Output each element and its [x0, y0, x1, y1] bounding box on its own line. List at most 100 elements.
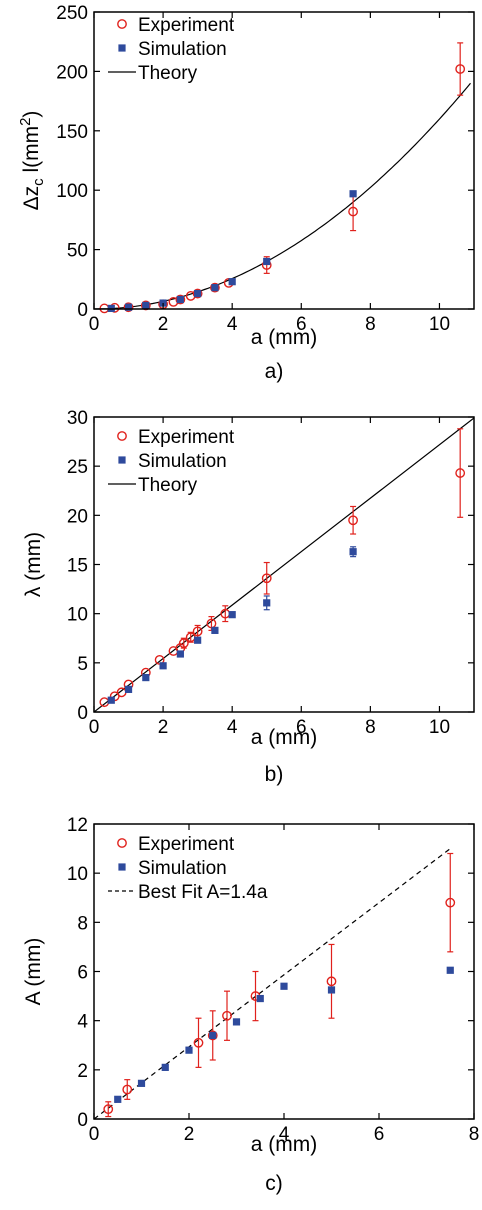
y-tick-label: 5: [77, 654, 88, 675]
series-line-3: [94, 82, 471, 309]
simulation-point: [142, 301, 150, 310]
x-tick-label: 6: [296, 314, 307, 335]
experiment-point: [175, 294, 186, 305]
legend-label: Theory: [138, 475, 198, 496]
simulation-point: [194, 289, 202, 298]
panel-label: a): [265, 360, 284, 383]
simulation-point: [176, 295, 184, 304]
legend-marker: [118, 456, 126, 464]
y-tick-label: 0: [77, 703, 88, 724]
series-line-3: [94, 848, 451, 1119]
experiment-point: [178, 638, 189, 649]
experiment-point: [455, 468, 466, 478]
simulation-point: [194, 636, 202, 644]
y-axis-label: λ (mm): [22, 532, 45, 597]
experiment-point: [123, 302, 134, 313]
x-tick-label: 2: [158, 717, 169, 738]
x-tick-label: 6: [296, 717, 307, 738]
y-axis-label: A (mm): [22, 938, 45, 1006]
experiment-point: [103, 1104, 114, 1115]
x-tick-label: 2: [184, 1124, 195, 1145]
x-tick-label: 8: [469, 1124, 480, 1145]
x-tick-label: 4: [227, 314, 238, 335]
x-tick-label: 0: [89, 314, 100, 335]
experiment-point: [192, 288, 203, 299]
panel-label: b): [265, 763, 284, 786]
simulation-point: [124, 303, 133, 311]
axes-frame: [93, 11, 475, 310]
x-tick-label: 0: [89, 1124, 100, 1145]
y-tick-label: 200: [56, 62, 88, 83]
legend-label: Theory: [138, 63, 198, 84]
experiment-point: [348, 206, 358, 217]
y-tick-label: 2: [77, 1061, 88, 1082]
simulation-point: [107, 696, 115, 704]
y-tick-label: 150: [56, 122, 88, 143]
y-tick-label: 10: [67, 864, 88, 885]
legend-label: Simulation: [138, 858, 227, 879]
simulation-point: [142, 673, 150, 682]
simulation-point: [349, 190, 357, 198]
legend-marker: [118, 44, 126, 52]
y-tick-label: 0: [77, 1110, 88, 1131]
experiment-point: [326, 976, 337, 987]
x-tick-label: 6: [374, 1124, 385, 1145]
y-tick-label: 50: [67, 241, 88, 262]
legend-marker: [117, 431, 127, 441]
legend-marker: [118, 863, 126, 871]
panel-label: c): [265, 1172, 283, 1195]
y-tick-label: 20: [67, 506, 88, 527]
legend-label: Simulation: [138, 39, 227, 60]
x-tick-label: 8: [365, 314, 376, 335]
legend-marker: [117, 19, 127, 29]
x-tick-label: 10: [429, 314, 450, 335]
simulation-point: [137, 1079, 146, 1087]
y-tick-label: 8: [77, 913, 88, 934]
legend-marker: [117, 838, 127, 848]
simulation-point: [349, 548, 357, 556]
simulation-point: [211, 626, 219, 634]
x-tick-label: 8: [365, 717, 376, 738]
simulation-point: [176, 650, 184, 658]
simulation-point: [228, 611, 236, 619]
y-tick-label: 0: [77, 300, 88, 321]
y-tick-label: 4: [77, 1012, 88, 1033]
simulation-point: [280, 982, 288, 990]
experiment-point: [122, 1084, 133, 1095]
legend-label: Simulation: [138, 451, 227, 472]
simulation-point: [124, 685, 133, 693]
y-tick-label: 15: [67, 556, 88, 577]
legend-label: Experiment: [138, 15, 235, 36]
legend-label: Best Fit A=1.4a: [138, 882, 268, 903]
simulation-point: [228, 278, 236, 286]
x-axis-label: a (mm): [251, 326, 318, 349]
experiment-point: [222, 1010, 232, 1021]
experiment-point: [445, 897, 456, 908]
experiment-point: [207, 1030, 218, 1041]
legend-label: Experiment: [138, 427, 235, 448]
simulation-point: [114, 1095, 122, 1103]
chart-panel-3: 0 2 4 6 8 0 2 4 6 8 10 12 a (mm) A (mm) Experiment Simu…: [22, 815, 479, 1195]
legend-label: Experiment: [138, 834, 235, 855]
experiment-point: [192, 626, 203, 637]
y-tick-label: 25: [67, 457, 88, 478]
x-tick-label: 2: [158, 314, 169, 335]
y-tick-label: 250: [56, 3, 88, 24]
y-tick-label: 6: [77, 963, 88, 984]
simulation-point: [263, 599, 271, 607]
simulation-point: [232, 1018, 241, 1026]
y-tick-label: 100: [56, 181, 88, 202]
simulation-point: [327, 986, 336, 994]
simulation-point: [159, 662, 167, 670]
experiment-point: [210, 282, 220, 293]
x-axis-label: a (mm): [251, 1133, 318, 1156]
experiment-point: [193, 1037, 204, 1048]
simulation-point: [263, 257, 271, 266]
x-axis-label: a (mm): [251, 726, 318, 749]
simulation-point: [211, 284, 219, 292]
y-tick-label: 30: [67, 408, 88, 429]
x-tick-label: 4: [227, 717, 238, 738]
